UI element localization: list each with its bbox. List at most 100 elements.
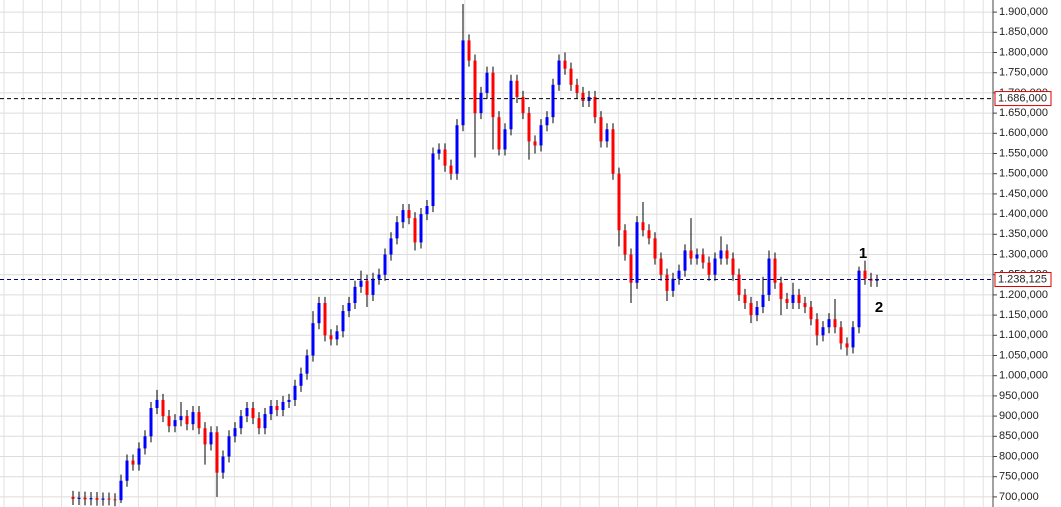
candle-body (767, 258, 771, 295)
y-tick-label: 1.550,000 (999, 147, 1048, 159)
candle-body (557, 60, 561, 85)
candle-body (95, 498, 99, 500)
candle-body (755, 307, 759, 316)
annotation: 1 (859, 245, 867, 262)
candle-body (107, 498, 111, 500)
candle-body (251, 408, 255, 419)
candle-body (851, 327, 855, 348)
candle-body (371, 278, 375, 295)
candle-body (71, 496, 75, 499)
candle-body (185, 416, 189, 425)
candle-body (473, 60, 477, 114)
candle-body (215, 432, 219, 473)
candle-body (509, 80, 513, 130)
candle-body (671, 278, 675, 291)
candle-body (305, 355, 309, 374)
candle-body (353, 286, 357, 303)
candle-body (539, 125, 543, 146)
candle-body (551, 84, 555, 118)
candle-body (791, 294, 795, 303)
candle-body (131, 460, 135, 465)
candle-body (365, 280, 369, 295)
candle-body (695, 254, 699, 259)
candle-body (605, 129, 609, 142)
candle-body (563, 60, 567, 69)
candle-body (287, 399, 291, 402)
y-tick-label: 1.500,000 (999, 168, 1048, 180)
candle-body (833, 319, 837, 328)
candle-body (257, 418, 261, 429)
candle-body (809, 307, 813, 320)
candle-body (221, 456, 225, 473)
candle-body (575, 84, 579, 93)
candle-body (461, 40, 465, 126)
candle-body (263, 414, 267, 429)
candle-body (341, 311, 345, 332)
candle-body (443, 149, 447, 166)
candle-body (239, 416, 243, 429)
candle-body (803, 302, 807, 308)
y-tick-label: 1.650,000 (999, 107, 1048, 119)
candle-body (197, 412, 201, 429)
candle-body (629, 254, 633, 283)
candle-body (743, 294, 747, 303)
y-tick-label: 1.800,000 (999, 46, 1048, 58)
candle-body (275, 406, 279, 411)
y-tick-label: 1.000,000 (999, 370, 1048, 382)
candle-body (467, 40, 471, 61)
candle-body (281, 401, 285, 411)
y-tick-label: 950,000 (999, 390, 1039, 402)
candle-body (527, 113, 531, 142)
candle-body (335, 331, 339, 340)
candle-body (359, 280, 363, 287)
candle-body (677, 270, 681, 279)
y-tick-label: 1.750,000 (999, 67, 1048, 79)
candle-body (449, 165, 453, 174)
candle-body (179, 416, 183, 421)
candle-body (479, 92, 483, 114)
y-tick-label: 1.350,000 (999, 228, 1048, 240)
candle-body (779, 282, 783, 299)
candle-body (617, 173, 621, 231)
candle-body (659, 258, 663, 275)
candle-body (191, 412, 195, 425)
candle-body (167, 416, 171, 427)
candle-body (419, 214, 423, 243)
candle-body (611, 129, 615, 174)
candle-body (707, 262, 711, 275)
y-tick-label: 1.850,000 (999, 26, 1048, 38)
y-tick-label: 1.900,000 (999, 6, 1048, 18)
candle-body (137, 448, 141, 465)
candle-body (623, 230, 627, 255)
candle-body (599, 117, 603, 142)
candle-body (395, 222, 399, 239)
y-tick-label: 1.400,000 (999, 208, 1048, 220)
y-tick-label: 850,000 (999, 430, 1039, 442)
y-tick-label: 1.200,000 (999, 289, 1048, 301)
candle-body (647, 230, 651, 239)
candle-body (719, 250, 723, 259)
candle-body (311, 323, 315, 356)
price-label-box (994, 91, 1052, 107)
candle-body (485, 72, 489, 93)
price-label-box (994, 272, 1052, 288)
candle-body (425, 206, 429, 215)
candle-body (827, 319, 831, 328)
price-label: 1.686,000 (998, 92, 1047, 104)
candle-body (329, 335, 333, 340)
candle-body (245, 408, 249, 417)
candle-body (83, 497, 87, 500)
candle-body (227, 436, 231, 457)
y-tick-label: 700,000 (999, 491, 1039, 503)
candle-body (491, 72, 495, 118)
candle-body (857, 270, 861, 328)
candle-body (299, 373, 303, 386)
candle-body (323, 302, 327, 336)
candle-body (503, 129, 507, 150)
candle-body (497, 117, 501, 150)
candle-body (533, 141, 537, 146)
candle-body (155, 399, 159, 409)
candle-body (125, 460, 129, 481)
y-tick-label: 1.100,000 (999, 329, 1048, 341)
